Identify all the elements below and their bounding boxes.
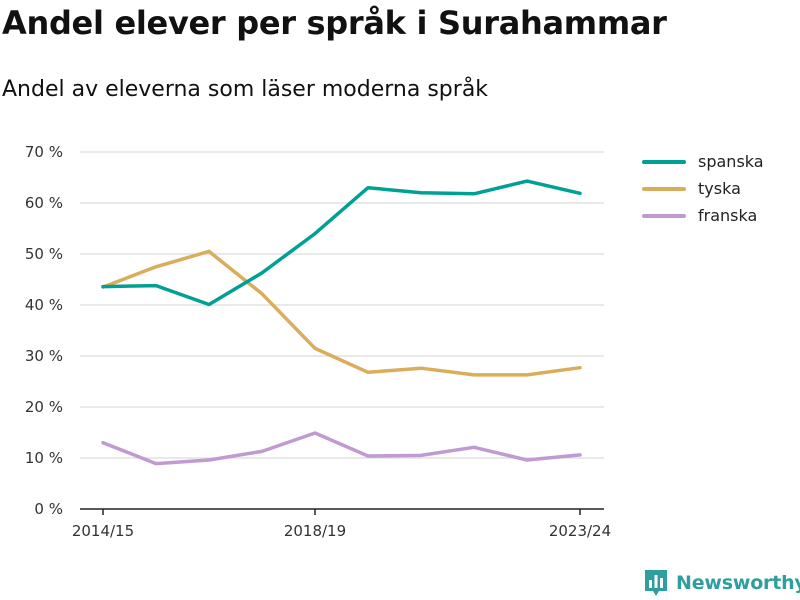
legend-item-spanska: spanska bbox=[642, 148, 764, 175]
legend-item-tyska: tyska bbox=[642, 175, 764, 202]
legend-swatch bbox=[642, 213, 686, 218]
x-tick-label: 2014/15 bbox=[72, 522, 134, 540]
y-tick-label: 40 % bbox=[25, 296, 63, 314]
y-tick-label: 10 % bbox=[25, 449, 63, 467]
brand-name: Newsworthy bbox=[676, 572, 800, 594]
legend-label: tyska bbox=[698, 179, 741, 198]
legend-label: franska bbox=[698, 206, 758, 225]
y-tick-label: 30 % bbox=[25, 347, 63, 365]
y-tick-label: 0 % bbox=[34, 500, 63, 518]
grid-lines bbox=[80, 151, 604, 459]
y-tick-label: 70 % bbox=[25, 143, 63, 161]
brand-logo: Newsworthy bbox=[644, 569, 800, 597]
x-tick-label: 2023/24 bbox=[549, 522, 611, 540]
axes: 0 % 10 % 20 % 30 % 40 % 50 % 60 % 70 % 2014/15 20… bbox=[25, 143, 611, 540]
legend: spanska tyska franska bbox=[642, 148, 764, 229]
legend-swatch bbox=[642, 186, 686, 191]
series-line-spanska bbox=[101, 179, 582, 307]
legend-swatch bbox=[642, 159, 686, 164]
chart-subtitle: Andel av eleverna som läser moderna språ… bbox=[2, 77, 489, 102]
chart-title: Andel elever per språk i Surahammar bbox=[2, 4, 667, 42]
y-tick-label: 60 % bbox=[25, 194, 63, 212]
series-lines bbox=[101, 179, 582, 466]
legend-label: spanska bbox=[698, 152, 764, 171]
series-line-tyska bbox=[101, 249, 582, 377]
legend-item-franska: franska bbox=[642, 202, 764, 229]
y-tick-label: 50 % bbox=[25, 245, 63, 263]
x-tick-label: 2018/19 bbox=[284, 522, 346, 540]
series-line-franska bbox=[101, 431, 582, 466]
y-tick-label: 20 % bbox=[25, 398, 63, 416]
bar-chart-icon bbox=[645, 570, 667, 596]
